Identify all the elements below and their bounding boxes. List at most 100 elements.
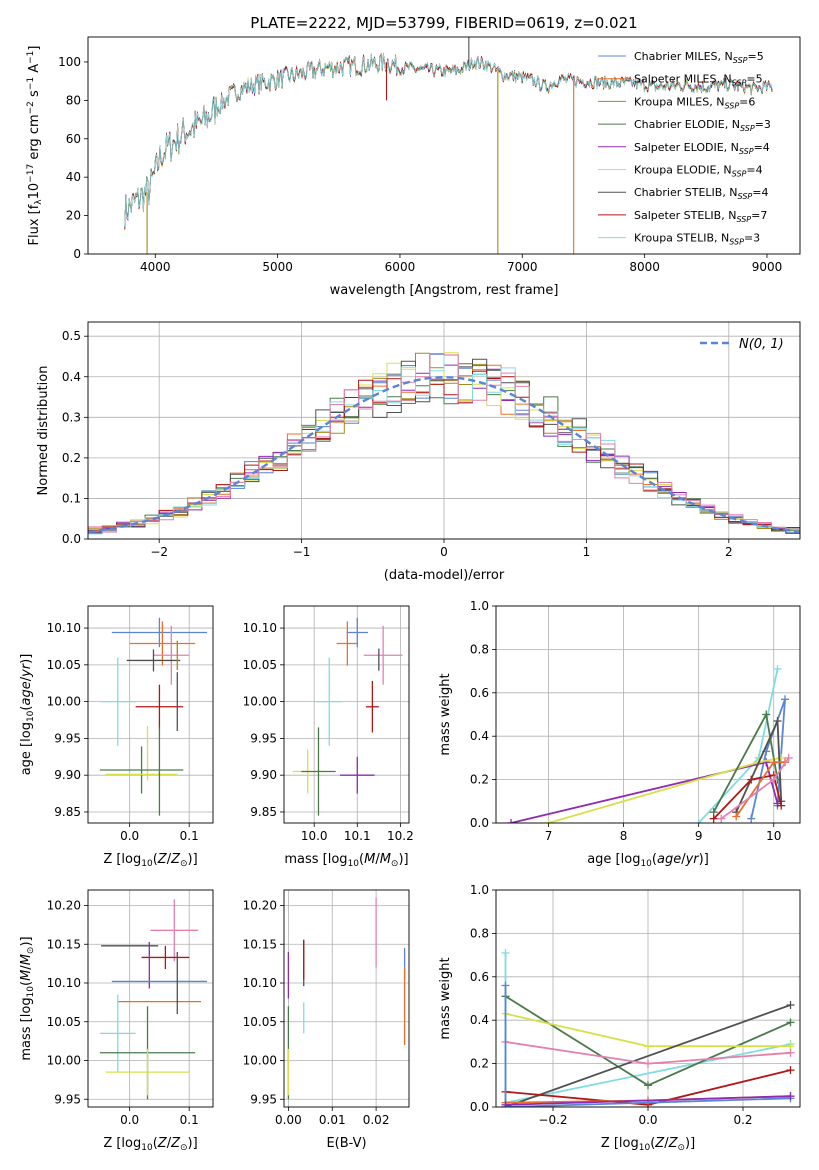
x-tick-label: 2: [725, 545, 733, 559]
x-axis-label: (data-model)/error: [384, 568, 505, 583]
axis-label-math: ⊙: [180, 859, 188, 869]
errorbars: [99, 617, 208, 816]
errorbar-point: [99, 657, 136, 746]
y-tick-label: 0.3: [62, 410, 81, 424]
axis-label-math: A: [27, 64, 42, 77]
legend-entry: Chabrier STELIB, NSSP=4: [634, 186, 768, 201]
errorbars: [292, 617, 403, 816]
mass_vs_EBV-axes: 0.00 0.01 0.02 9.95 10.00 10.05 10.10 10.15 10.2…: [243, 890, 409, 1127]
x-tick-label: 0.1: [180, 829, 199, 843]
axis-label-math: M: [19, 954, 34, 965]
legend-nssp-prefix: , N: [721, 209, 736, 222]
axis-label-text: Z [log: [103, 852, 141, 867]
axis-label-math: (: [650, 1136, 655, 1151]
weight-marker: [786, 1092, 795, 1101]
chart-title: PLATE=2222, MJD=53799, FIBERID=0619, z=0…: [250, 14, 637, 32]
legend-entry: N(0, 1): [739, 337, 784, 352]
legend-nssp: 3: [764, 118, 771, 131]
age_vs_Z-axes: 0.0 0.1 9.85 9.90 9.95 10.00 10.05 10.10: [47, 606, 213, 843]
age_vs_mass-axes: 10.0 10.1 10.2 9.85 9.90 9.95 10.00 10.05 10.10: [243, 606, 414, 843]
axis-label: age [log10(age/yr)]: [587, 852, 709, 869]
weight-marker: [644, 1081, 652, 1090]
axis-label-math: 10: [348, 859, 360, 869]
x-tick-label: 0.0: [638, 1113, 657, 1127]
y-tick-label: 0.8: [470, 642, 489, 656]
axis-label-text: Flux [f: [27, 204, 42, 245]
axis-label-math: 10: [27, 183, 42, 200]
spectrum-line: [124, 52, 773, 228]
x-tick-label: −0.2: [538, 1113, 567, 1127]
legend-nssp-prefix: , N: [709, 95, 724, 108]
x-tick-label: 9: [695, 829, 703, 843]
x-tick-label: 9000: [752, 260, 783, 274]
y-tick-label: 10.00: [47, 695, 81, 709]
y-tick-label: 0.2: [470, 773, 489, 787]
axes-frame: [87, 605, 214, 824]
axis-label-math: 10: [640, 859, 652, 869]
axes-frame: [495, 889, 801, 1108]
weight-marker: [784, 753, 793, 762]
axis-label-math: Z: [654, 1136, 665, 1151]
legend-nssp-eq: =: [752, 186, 761, 199]
axis-label-math: Z: [170, 852, 181, 867]
weight-series-line: [505, 1095, 791, 1106]
weight-marker: [501, 1100, 510, 1107]
legend-nssp-eq: =: [746, 73, 755, 86]
x-tick-label: 0.02: [363, 1113, 390, 1127]
legend-nssp-sub: SSP: [732, 170, 747, 179]
legend-nssp-sub: SSP: [740, 124, 755, 133]
weight-marker: [709, 814, 718, 823]
legend-nssp: 5: [756, 73, 763, 86]
weight-marker: [780, 695, 789, 704]
legend-model: Chabrier MILES: [634, 50, 718, 63]
axis-label-math: Z: [157, 1136, 168, 1151]
errorbar-point: [153, 625, 190, 685]
legend-nssp: 7: [760, 209, 767, 222]
x-tick-label: 0.00: [275, 1113, 302, 1127]
weight-marker: [773, 717, 782, 726]
axis-label-math: Z: [668, 1136, 679, 1151]
y-tick-label: 10.15: [47, 937, 81, 951]
axes-frame: [495, 605, 801, 824]
errorbar-point: [363, 625, 403, 685]
weight-marker: [644, 1059, 652, 1068]
x-tick-label: 4000: [140, 260, 171, 274]
x-tick-label: 7: [545, 829, 553, 843]
axis-label-math: /: [167, 852, 172, 867]
legend-nssp-eq: =: [755, 118, 764, 131]
y-tick-label: 10.00: [243, 1054, 277, 1068]
axis-label-math: erg cm: [27, 114, 42, 163]
x-tick-label: 0.2: [733, 1113, 752, 1127]
spectrum-line: [124, 53, 773, 230]
errorbar-point: [111, 617, 208, 648]
axis-label-math: /: [681, 852, 686, 867]
axis-label-math: )]: [685, 1136, 695, 1151]
axes-frame: [87, 321, 801, 540]
legend-entry: Salpeter STELIB, NSSP=7: [634, 209, 767, 224]
axis-label-math: age: [19, 681, 34, 705]
legend-model: Kroupa MILES: [634, 95, 709, 108]
legend-model: Salpeter STELIB: [634, 209, 721, 222]
legend-nssp-eq: =: [754, 141, 763, 154]
y-tick-label: 10.05: [47, 658, 81, 672]
axis-label-math: yr: [685, 852, 701, 867]
y-axis-label: mass weight: [438, 673, 453, 755]
y-tick-label: 9.95: [54, 731, 81, 745]
errorbar-point: [340, 756, 375, 794]
axis-label-math: age: [657, 852, 681, 867]
weight-marker: [644, 1042, 652, 1051]
legend-nssp-sub: SSP: [724, 101, 739, 110]
weight-marker: [762, 758, 771, 767]
axis-label: mass [log10(M/M⊙)]: [19, 936, 36, 1060]
errorbar-point: [99, 746, 184, 794]
weight-marker: [717, 814, 726, 823]
axis-label-math: /: [664, 1136, 669, 1151]
axis-label-math: ]: [27, 46, 42, 51]
weight-marker: [773, 664, 782, 673]
axis-label-math: )]: [188, 852, 198, 867]
weight-marker: [747, 814, 756, 823]
x-tick-label: 0.1: [180, 1113, 199, 1127]
y-tick-label: 60: [66, 132, 81, 146]
y-tick-label: 10.10: [47, 621, 81, 635]
x-tick-label: 1: [583, 545, 591, 559]
